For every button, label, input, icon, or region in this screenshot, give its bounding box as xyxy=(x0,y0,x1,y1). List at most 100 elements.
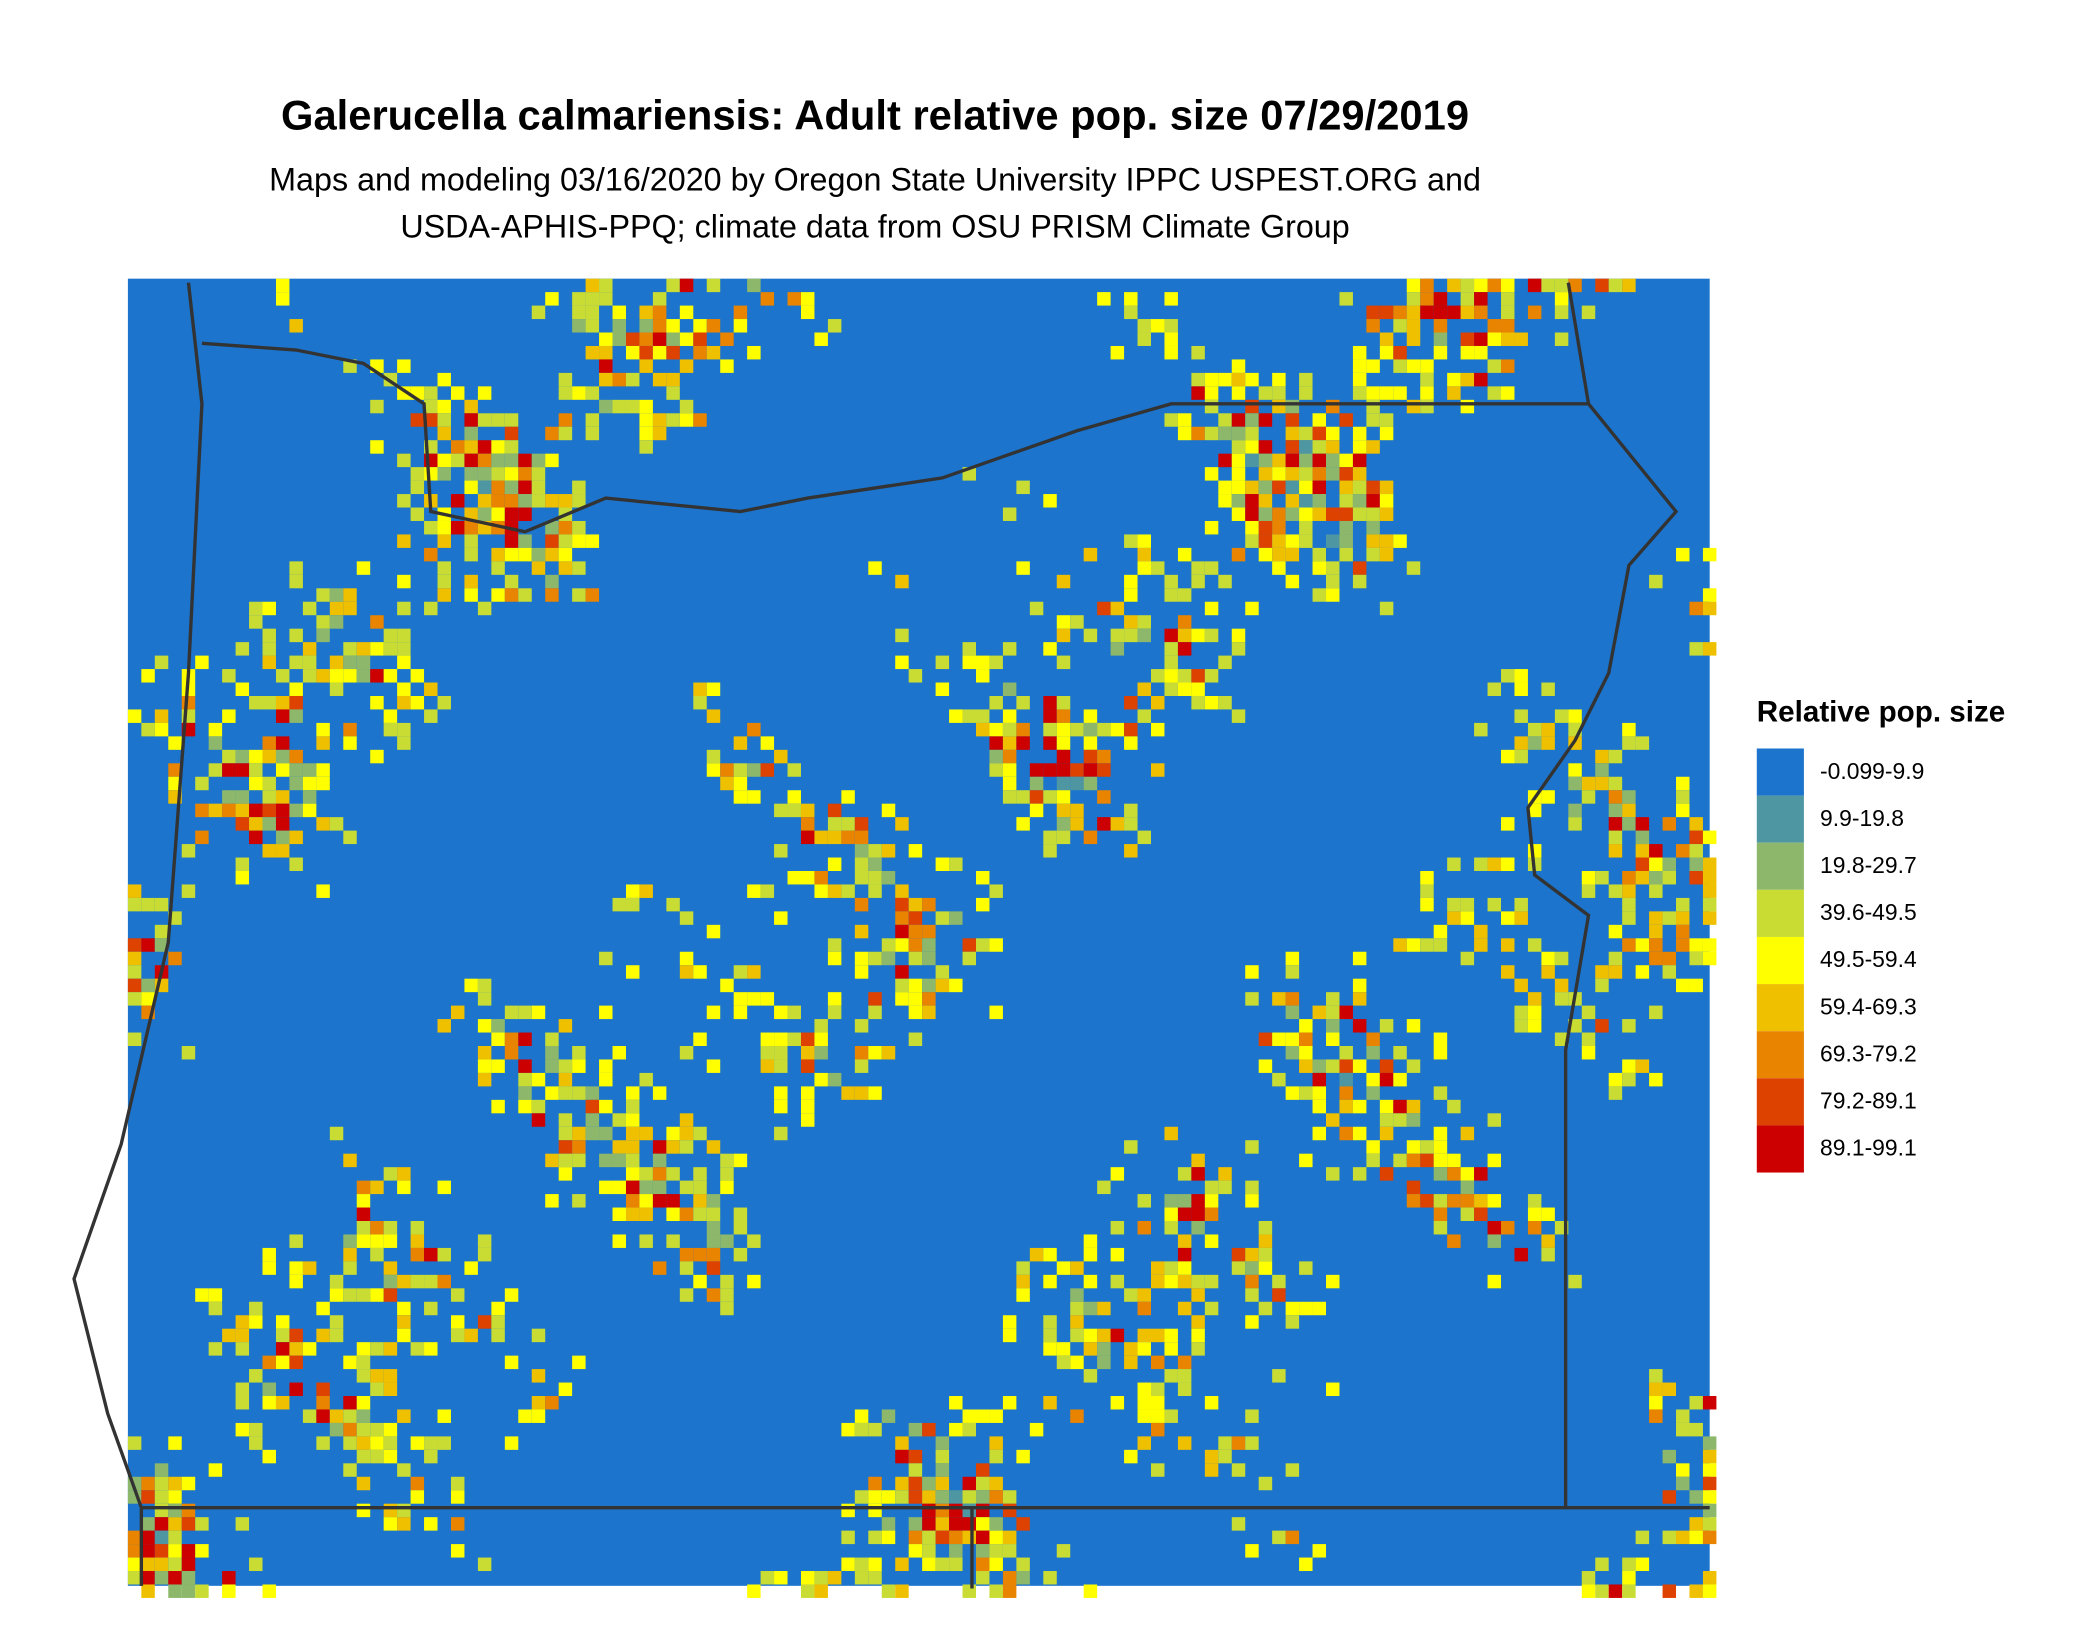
map-cell xyxy=(1285,480,1300,495)
map-cell xyxy=(477,1315,492,1329)
map-cell xyxy=(518,480,532,495)
map-cell xyxy=(935,1530,950,1545)
map-cell xyxy=(747,1584,761,1598)
map-cell xyxy=(975,1530,990,1545)
map-cell xyxy=(222,709,236,723)
map-cell xyxy=(1164,1274,1178,1289)
map-cell xyxy=(666,345,680,360)
map-cell xyxy=(1312,507,1327,521)
map-cell xyxy=(585,1113,600,1127)
map-cell xyxy=(989,763,1003,777)
map-cell xyxy=(410,1342,425,1356)
map-cell xyxy=(1339,467,1353,481)
map-cell xyxy=(1406,1153,1421,1168)
map-cell xyxy=(437,1436,451,1450)
map-cell xyxy=(1568,1274,1582,1289)
map-cell xyxy=(1622,884,1636,898)
map-cell xyxy=(491,1099,505,1114)
map-cell xyxy=(975,870,990,885)
map-cell xyxy=(208,803,223,818)
map-cell xyxy=(1622,1072,1636,1087)
map-cell xyxy=(262,1355,276,1370)
map-cell xyxy=(316,669,330,683)
map-cell xyxy=(316,615,330,629)
map-cell xyxy=(1406,938,1421,952)
map-cell xyxy=(154,1503,169,1518)
map-cell xyxy=(343,1261,357,1275)
map-cell xyxy=(1124,615,1138,629)
map-cell xyxy=(275,1342,290,1356)
map-cell xyxy=(1366,507,1380,521)
map-cell xyxy=(1501,319,1515,333)
map-cell xyxy=(275,817,290,831)
map-cell xyxy=(1110,722,1125,737)
map-cell xyxy=(1689,1530,1703,1545)
map-cell xyxy=(881,951,896,966)
map-cell xyxy=(1379,547,1394,562)
map-cell xyxy=(424,520,438,535)
map-cell xyxy=(1299,520,1313,535)
map-cell xyxy=(639,426,653,441)
map-cell xyxy=(1393,345,1407,360)
map-cell xyxy=(814,1019,828,1033)
map-cell xyxy=(249,803,263,818)
map-cell xyxy=(1433,1140,1448,1154)
map-cell xyxy=(558,1059,573,1073)
map-cell xyxy=(639,884,653,898)
map-cell xyxy=(1433,332,1448,346)
map-cell xyxy=(1097,1328,1111,1343)
map-cell xyxy=(356,1207,371,1222)
legend-title: Relative pop. size xyxy=(1757,695,2005,728)
map-cell xyxy=(989,736,1003,750)
map-cell xyxy=(1460,372,1475,387)
map-cell xyxy=(397,1301,411,1316)
map-cell xyxy=(127,951,142,966)
map-cell xyxy=(1245,1140,1259,1154)
map-cell xyxy=(733,319,748,333)
map-cell xyxy=(720,359,734,373)
map-cell xyxy=(922,938,936,952)
map-cell xyxy=(235,817,250,831)
map-cell xyxy=(572,292,586,306)
map-cell xyxy=(370,1436,384,1450)
map-cell xyxy=(706,749,721,764)
map-cell xyxy=(868,844,882,858)
map-cell xyxy=(1137,332,1152,346)
map-cell xyxy=(1474,278,1488,293)
map-cell xyxy=(1406,305,1421,320)
map-cell xyxy=(1043,1342,1057,1356)
map-cell xyxy=(1487,359,1502,373)
map-cell xyxy=(262,844,276,858)
map-cell xyxy=(450,1288,465,1302)
map-cell xyxy=(1056,709,1071,723)
map-cell xyxy=(1312,1086,1327,1100)
map-cell xyxy=(262,1584,276,1598)
map-cell xyxy=(1218,1436,1232,1450)
map-cell xyxy=(410,1476,425,1491)
map-cell xyxy=(1016,722,1030,737)
map-cell xyxy=(168,1571,182,1585)
map-cell xyxy=(868,1571,882,1585)
map-cell xyxy=(262,695,276,710)
map-cell xyxy=(1191,426,1205,441)
map-cell xyxy=(1393,1099,1407,1114)
legend-label: 39.6-49.5 xyxy=(1820,899,1917,925)
map-cell xyxy=(787,763,801,777)
map-cell xyxy=(962,1409,976,1423)
map-cell xyxy=(1501,1221,1515,1235)
map-cell xyxy=(127,965,142,979)
map-cell xyxy=(518,494,532,508)
map-cell xyxy=(464,453,478,468)
map-cell xyxy=(666,1194,680,1208)
map-cell xyxy=(356,1288,371,1302)
map-cell xyxy=(1002,749,1017,764)
map-cell xyxy=(1204,1396,1219,1410)
map-cell xyxy=(1164,1369,1178,1383)
map-cell xyxy=(747,278,761,293)
map-cell xyxy=(1379,507,1394,521)
map-cell xyxy=(464,978,478,993)
map-cell xyxy=(1702,857,1717,871)
map-cell xyxy=(397,1463,411,1477)
map-cell xyxy=(1649,574,1663,589)
map-cell xyxy=(531,1396,546,1410)
